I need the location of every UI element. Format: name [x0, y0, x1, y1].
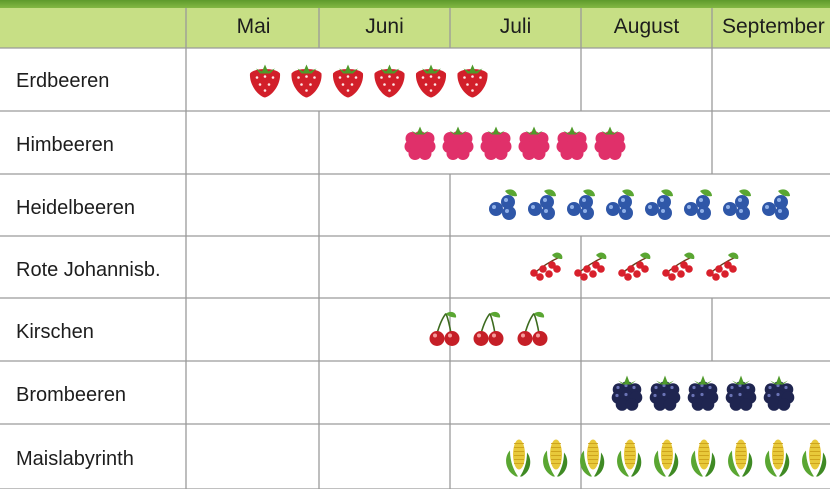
corn-icon [543, 439, 568, 477]
redcurrant-icon [618, 252, 651, 281]
row-label-himbeeren: Himbeeren [16, 133, 114, 156]
strawberry-icon [415, 64, 447, 98]
corn-icon [802, 439, 827, 477]
raspberry-icon [442, 126, 474, 160]
redcurrant-icon [706, 252, 739, 281]
raspberry-icon [480, 126, 512, 160]
raspberry-icon [594, 126, 626, 160]
month-header-juli: Juli [499, 15, 532, 38]
corn-icon [728, 439, 753, 477]
row-label-erdbeeren: Erdbeeren [16, 69, 110, 92]
redcurrant-icon [662, 252, 695, 281]
month-header-august: August [613, 15, 680, 38]
redcurrant-icon [530, 252, 563, 281]
blueberry-icon [762, 189, 790, 220]
row-label-maislabyrinth: Maislabyrinth [16, 447, 134, 470]
blackberry-icon [611, 375, 643, 411]
cherry-icon [473, 311, 504, 346]
row-label-heidelbeeren: Heidelbeeren [16, 196, 135, 219]
corn-icon [654, 439, 679, 477]
month-header-mai: Mai [236, 15, 271, 38]
corn-icon [691, 439, 716, 477]
corn-icon [765, 439, 790, 477]
month-header-juni: Juni [365, 15, 404, 38]
blueberry-icon [489, 189, 517, 220]
blueberry-icon [528, 189, 556, 220]
raspberry-icon [404, 126, 436, 160]
blueberry-icon [606, 189, 634, 220]
row-label-kirschen: Kirschen [16, 320, 94, 343]
strawberry-icon [332, 64, 364, 98]
redcurrant-icon [574, 252, 607, 281]
raspberry-icon [518, 126, 550, 160]
header-band [0, 8, 830, 48]
strawberry-icon [457, 64, 488, 98]
strawberry-icon [249, 64, 281, 98]
row-label-brombeeren: Brombeeren [16, 383, 127, 406]
cherry-icon [429, 311, 460, 346]
strawberry-icon [374, 64, 405, 98]
next-row-strip [0, 489, 830, 497]
blackberry-icon [763, 375, 795, 411]
strawberry-icon [291, 64, 322, 98]
corn-icon [580, 439, 605, 477]
blackberry-icon [687, 375, 719, 411]
blueberry-icon [567, 189, 595, 220]
corn-icon [617, 439, 642, 477]
blueberry-icon [723, 189, 751, 220]
corn-icon [506, 439, 531, 477]
blueberry-icon [684, 189, 712, 220]
blackberry-icon [725, 375, 757, 411]
raspberry-icon [556, 126, 588, 160]
month-header-september: September [722, 15, 825, 38]
cherry-icon [517, 311, 548, 346]
row-label-rote-johannisbeeren: Rote Johannisb. [16, 258, 161, 281]
blackberry-icon [649, 375, 681, 411]
blueberry-icon [645, 189, 673, 220]
